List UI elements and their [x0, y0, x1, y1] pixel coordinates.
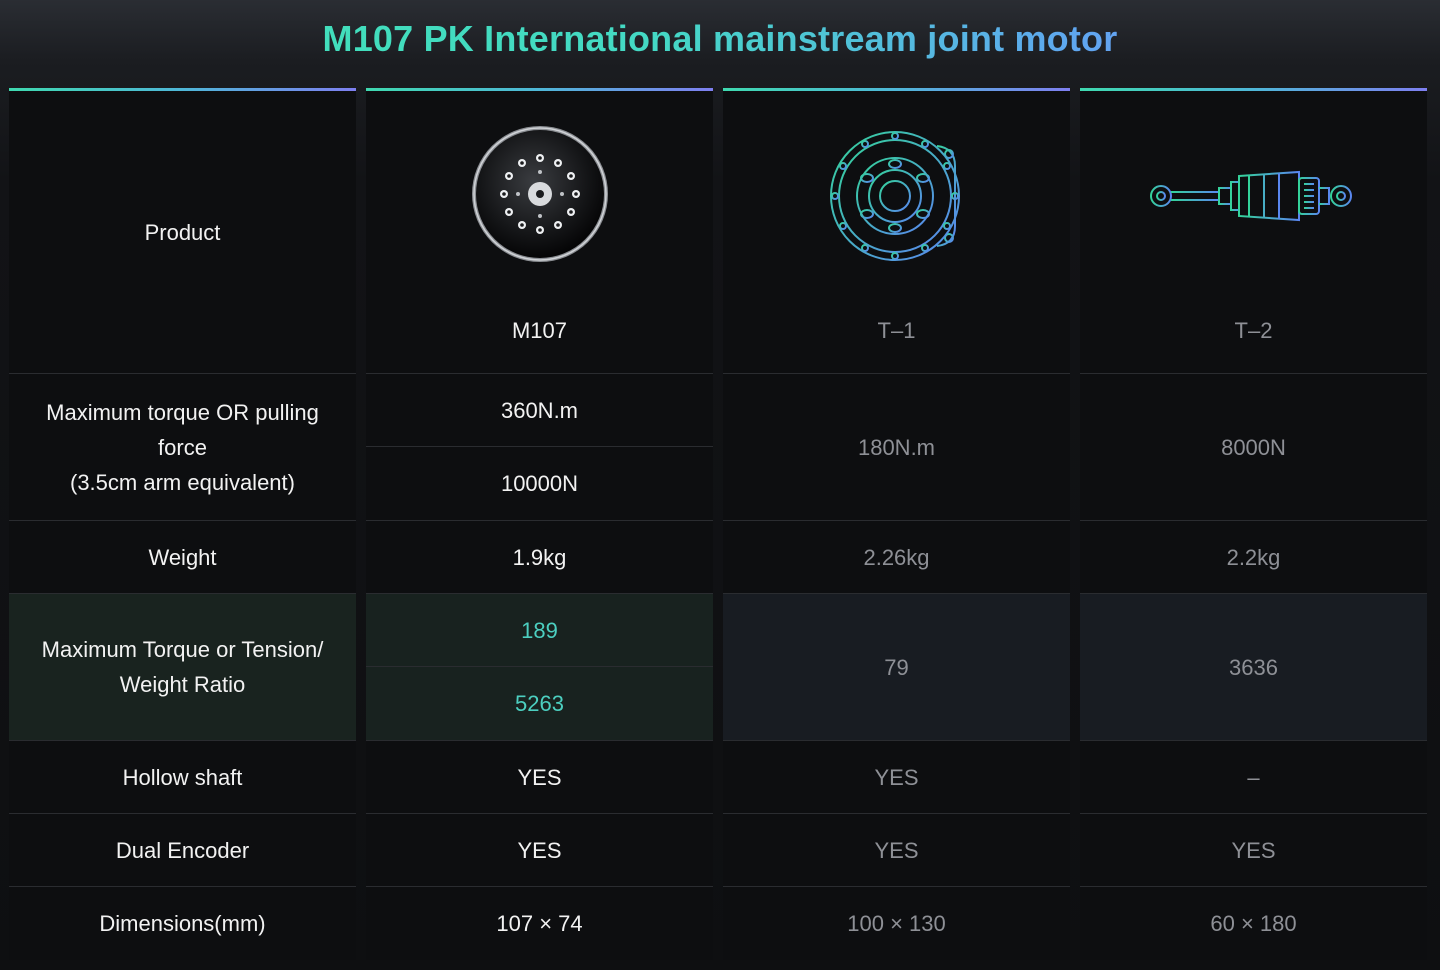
label-torque: Maximum torque OR pulling force (3.5cm a… — [9, 373, 356, 520]
t2-encoder: YES — [1080, 813, 1427, 886]
column-accent-line — [1080, 88, 1427, 91]
m107-dimensions: 107 × 74 — [366, 886, 713, 960]
m107-force: 10000N — [366, 446, 713, 520]
t1-dimensions-value: 100 × 130 — [847, 911, 946, 936]
label-column: Product Maximum torque OR pulling force … — [9, 88, 356, 960]
m107-ratio-force-value: 5263 — [515, 691, 564, 716]
label-ratio: Maximum Torque or Tension/ Weight Ratio — [9, 593, 356, 740]
m107-encoder: YES — [366, 813, 713, 886]
label-dimensions-text: Dimensions(mm) — [99, 911, 266, 936]
column-accent-line — [9, 88, 356, 91]
label-ratio-line1: Maximum Torque or Tension/ — [41, 637, 324, 662]
label-hollow-text: Hollow shaft — [122, 764, 243, 790]
t1-torque: 180N.m — [723, 373, 1070, 520]
t2-dimensions-value: 60 × 180 — [1210, 911, 1297, 936]
m107-force-value: 10000N — [500, 471, 579, 496]
m107-motor-image — [471, 126, 608, 262]
t1-hollow: YES — [723, 740, 1070, 813]
label-hollow: Hollow shaft — [9, 740, 356, 813]
t1-encoder: YES — [723, 813, 1070, 886]
t2-product-name: T–2 — [1234, 318, 1273, 343]
t2-column: T–2 8000N 2.2kg 3636 – YES 60 × 180 — [1080, 88, 1427, 960]
m107-encoder-value: YES — [517, 837, 562, 863]
t2-actuator-icon — [1149, 170, 1352, 222]
label-weight: Weight — [9, 520, 356, 593]
t1-motor-icon — [829, 131, 960, 261]
t1-product-name: T–1 — [877, 318, 916, 343]
m107-hollow-value: YES — [517, 764, 562, 790]
m107-torque: 360N.m — [366, 373, 713, 446]
label-encoder-text: Dual Encoder — [115, 837, 250, 863]
t2-ratio-value: 3636 — [1229, 654, 1278, 680]
t2-weight: 2.2kg — [1080, 520, 1427, 593]
t2-force: 8000N — [1080, 373, 1427, 520]
t2-encoder-value: YES — [1231, 837, 1276, 863]
m107-weight: 1.9kg — [366, 520, 713, 593]
m107-ratio-torque: 189 — [366, 593, 713, 666]
t2-hollow-value: – — [1247, 764, 1260, 790]
t1-weight-value: 2.26kg — [863, 544, 930, 570]
t2-ratio: 3636 — [1080, 593, 1427, 740]
t1-ratio: 79 — [723, 593, 1070, 740]
t1-weight: 2.26kg — [723, 520, 1070, 593]
t1-torque-value: 180N.m — [857, 434, 936, 460]
t2-hollow: – — [1080, 740, 1427, 813]
m107-hollow: YES — [366, 740, 713, 813]
t1-dimensions: 100 × 130 — [723, 886, 1070, 960]
label-torque-line3: (3.5cm arm equivalent) — [70, 469, 295, 495]
m107-column: M107 360N.m 10000N 1.9kg 189 5263 YES YE… — [366, 88, 713, 960]
label-torque-line1: Maximum torque OR pulling — [46, 399, 319, 425]
m107-ratio-force: 5263 — [366, 666, 713, 740]
label-dimensions: Dimensions(mm) — [9, 886, 356, 960]
label-encoder: Dual Encoder — [9, 813, 356, 886]
t1-ratio-value: 79 — [884, 654, 909, 680]
t1-column: T–1 180N.m 2.26kg 79 YES YES 100 × 130 — [723, 88, 1070, 960]
label-product-text: Product — [144, 219, 221, 245]
t2-dimensions: 60 × 180 — [1080, 886, 1427, 960]
m107-dimensions-value: 107 × 74 — [496, 911, 583, 936]
label-weight-text: Weight — [148, 544, 217, 570]
column-accent-line — [366, 88, 713, 91]
t1-hollow-value: YES — [874, 764, 919, 790]
label-ratio-line2: Weight Ratio — [119, 672, 246, 697]
label-torque-line2: force — [158, 434, 207, 460]
column-accent-line — [723, 88, 1070, 91]
t2-weight-value: 2.2kg — [1226, 544, 1281, 570]
m107-product-name: M107 — [511, 318, 568, 343]
m107-weight-value: 1.9kg — [512, 544, 567, 570]
label-product: Product — [9, 91, 356, 373]
t2-force-value: 8000N — [1221, 434, 1286, 460]
page-title: M107 PK International mainstream joint m… — [0, 18, 1440, 60]
m107-torque-value: 360N.m — [500, 397, 579, 423]
m107-ratio-torque-value: 189 — [521, 617, 558, 643]
t1-encoder-value: YES — [874, 837, 919, 863]
